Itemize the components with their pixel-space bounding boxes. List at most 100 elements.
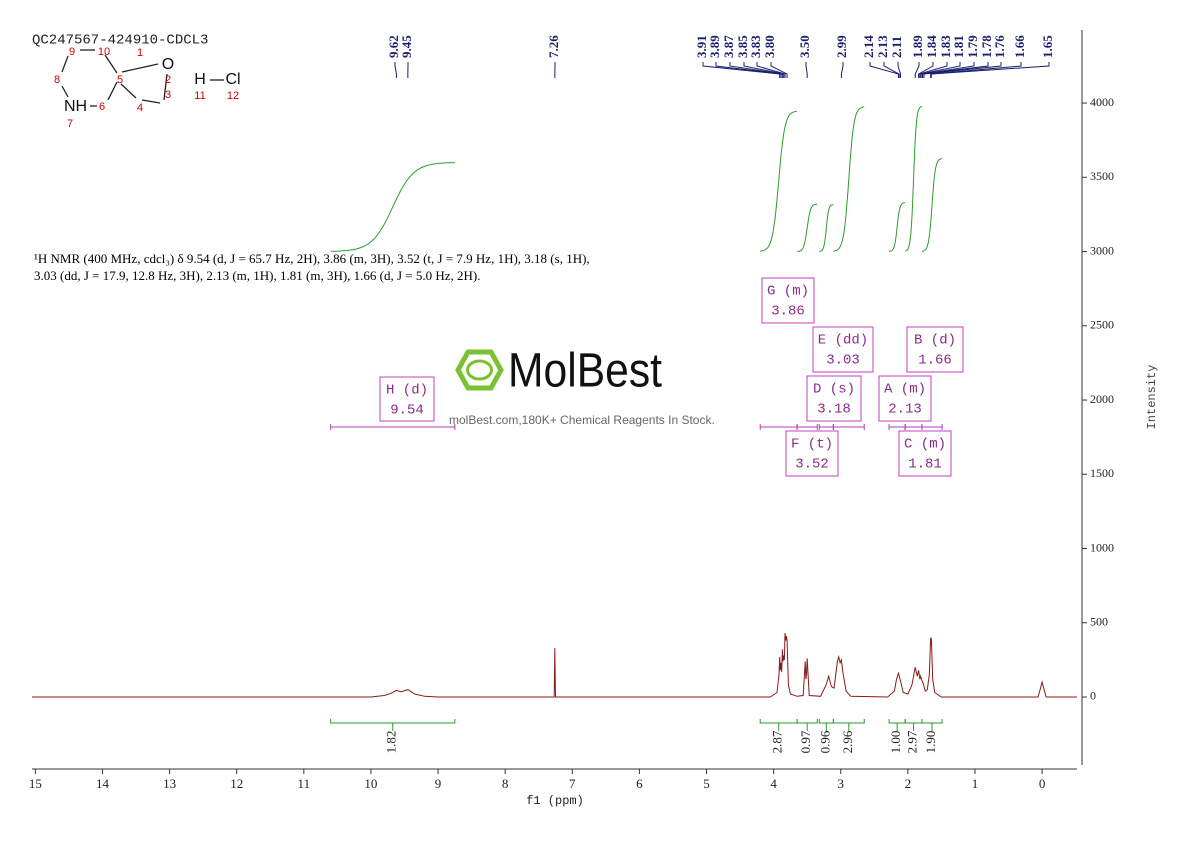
- multiplet-label: C (m): [904, 437, 946, 453]
- peak-label: 3.80: [762, 35, 777, 58]
- x-tick-label: 3: [838, 776, 845, 791]
- multiplet-box: [379, 376, 435, 422]
- peak-leader: [770, 62, 788, 78]
- x-tick-label: 1: [972, 776, 979, 791]
- x-tick-label: 4: [770, 776, 777, 791]
- x-tick-label: 5: [703, 776, 710, 791]
- y-tick-label: 1000: [1090, 540, 1114, 554]
- integral-bar: [921, 719, 943, 724]
- x-tick-label: 8: [502, 776, 509, 791]
- multiplet-shift: 1.66: [918, 353, 952, 369]
- peak-label: 1.78: [979, 35, 994, 58]
- x-tick-label: 0: [1039, 776, 1046, 791]
- peak-leader: [729, 62, 783, 78]
- multiplet-box: [806, 375, 862, 422]
- peak-leader: [897, 62, 901, 78]
- integral-bar: [818, 719, 834, 724]
- integral-label: 1.82: [384, 731, 399, 754]
- multiplet-range: [921, 424, 943, 430]
- spectrum-line: [32, 633, 1077, 698]
- logo: [455, 349, 504, 391]
- peak-leader: [914, 62, 920, 78]
- multiplet-range: [904, 424, 923, 430]
- bond: [163, 73, 168, 101]
- multiplet-range: [888, 424, 906, 430]
- atom-number: 9: [69, 46, 75, 58]
- multiplet-label: D (s): [813, 382, 855, 398]
- atom-number: 5: [117, 74, 123, 86]
- multiplet-label: F (t): [791, 437, 833, 453]
- peak-label: 3.50: [797, 35, 812, 58]
- peak-leader: [702, 62, 781, 78]
- bond: [141, 99, 161, 104]
- sample-title: QC247567-424910-CDCL3: [32, 33, 208, 49]
- y-axis-label: Intensity: [1145, 365, 1159, 430]
- atom-number: 3: [165, 89, 171, 101]
- integral-curve: [905, 105, 923, 252]
- x-axis-label: f1 (ppm): [526, 794, 584, 808]
- watermark: MolBest molBest.com,180K+ Chemical Reage…: [449, 345, 715, 428]
- peak-leader: [743, 62, 785, 78]
- atom-label: NH: [64, 98, 87, 115]
- y-tick-label: 4000: [1090, 95, 1114, 109]
- peak-label: 1.65: [1040, 35, 1055, 58]
- peak-leader: [923, 62, 1002, 78]
- logo: [466, 359, 493, 381]
- multiplet-box: [785, 430, 839, 477]
- peak-label: 2.13: [875, 35, 890, 58]
- peak-label: 1.66: [1012, 35, 1027, 58]
- peak-leader: [920, 62, 961, 78]
- peak-leader: [756, 62, 786, 78]
- multiplet-box: [812, 326, 874, 373]
- peak-leader: [918, 62, 934, 78]
- y-tick-label: 3000: [1090, 243, 1114, 257]
- peak-label: 1.83: [938, 35, 953, 58]
- peak-label: 9.62: [386, 35, 401, 58]
- y-tick-label: 3500: [1090, 169, 1114, 183]
- x-tick-label: 14: [96, 776, 110, 791]
- integral-label: 2.97: [905, 730, 920, 753]
- x-tick-label: 6: [636, 776, 643, 791]
- atom-number: 11: [194, 90, 205, 102]
- x-tick-label: 12: [230, 776, 243, 791]
- peak-leader: [918, 62, 948, 78]
- multiplet-box: [906, 326, 964, 373]
- multiplet-label: G (m): [767, 284, 809, 300]
- x-tick-label: 10: [364, 776, 377, 791]
- integral-curve: [330, 162, 455, 252]
- integral-bar: [832, 719, 865, 724]
- peak-label: 9.45: [399, 35, 414, 58]
- multiplet-shift: 3.18: [817, 402, 851, 418]
- bond: [104, 54, 118, 74]
- multiplet-range: [759, 424, 798, 430]
- peak-leader: [869, 62, 899, 78]
- integral-label: 1.90: [923, 731, 938, 754]
- y-tick-label: 0: [1090, 689, 1096, 703]
- peak-label: 1.79: [965, 35, 980, 58]
- peak-label: 2.11: [889, 36, 904, 58]
- integral-bar: [330, 719, 456, 724]
- y-tick-label: 2500: [1090, 318, 1114, 332]
- nmr-description: ¹H NMR (400 MHz, cdcl₃) δ 9.54 (d, J = 6…: [34, 251, 590, 283]
- peak-label: 2.99: [834, 35, 849, 58]
- integral-label: 2.96: [840, 730, 855, 753]
- multiplet-shift: 9.54: [390, 403, 424, 419]
- x-tick-label: 7: [569, 776, 576, 791]
- peak-label: 3.83: [748, 35, 763, 58]
- multiplet-box: [761, 277, 815, 324]
- peak-label: 3.91: [694, 35, 709, 58]
- multiplet-label: B (d): [914, 333, 956, 349]
- integral-bar: [796, 719, 818, 724]
- atom-number: 8: [54, 74, 60, 86]
- integral-curve: [889, 202, 906, 252]
- x-tick-label: 13: [163, 776, 176, 791]
- multiplet-range: [330, 424, 456, 430]
- multiplet-box: [898, 430, 952, 477]
- peak-label: 7.26: [546, 35, 561, 58]
- peak-label: 2.14: [861, 35, 876, 58]
- multiplet-range: [818, 424, 834, 430]
- x-tick-label: 15: [29, 776, 42, 791]
- watermark-tagline: molBest.com,180K+ Chemical Reagents In S…: [449, 413, 715, 427]
